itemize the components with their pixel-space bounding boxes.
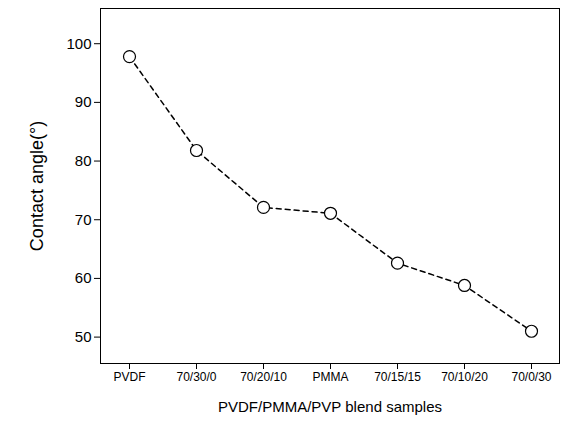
svg-text:70: 70 [75, 211, 92, 228]
svg-text:90: 90 [75, 93, 92, 110]
svg-text:70/0/30: 70/0/30 [511, 370, 551, 384]
svg-text:70/10/20: 70/10/20 [441, 370, 488, 384]
svg-text:100: 100 [66, 35, 91, 52]
svg-text:Contact angle(°): Contact angle(°) [27, 121, 47, 251]
svg-text:50: 50 [75, 328, 92, 345]
svg-text:70/20/10: 70/20/10 [240, 370, 287, 384]
svg-text:70/15/15: 70/15/15 [374, 370, 421, 384]
svg-text:PVDF: PVDF [113, 370, 145, 384]
svg-text:PVDF/PMMA/PVP blend samples: PVDF/PMMA/PVP blend samples [218, 398, 442, 415]
svg-text:80: 80 [75, 152, 92, 169]
svg-text:PMMA: PMMA [313, 370, 349, 384]
svg-text:70/30/0: 70/30/0 [176, 370, 216, 384]
svg-text:60: 60 [75, 269, 92, 286]
